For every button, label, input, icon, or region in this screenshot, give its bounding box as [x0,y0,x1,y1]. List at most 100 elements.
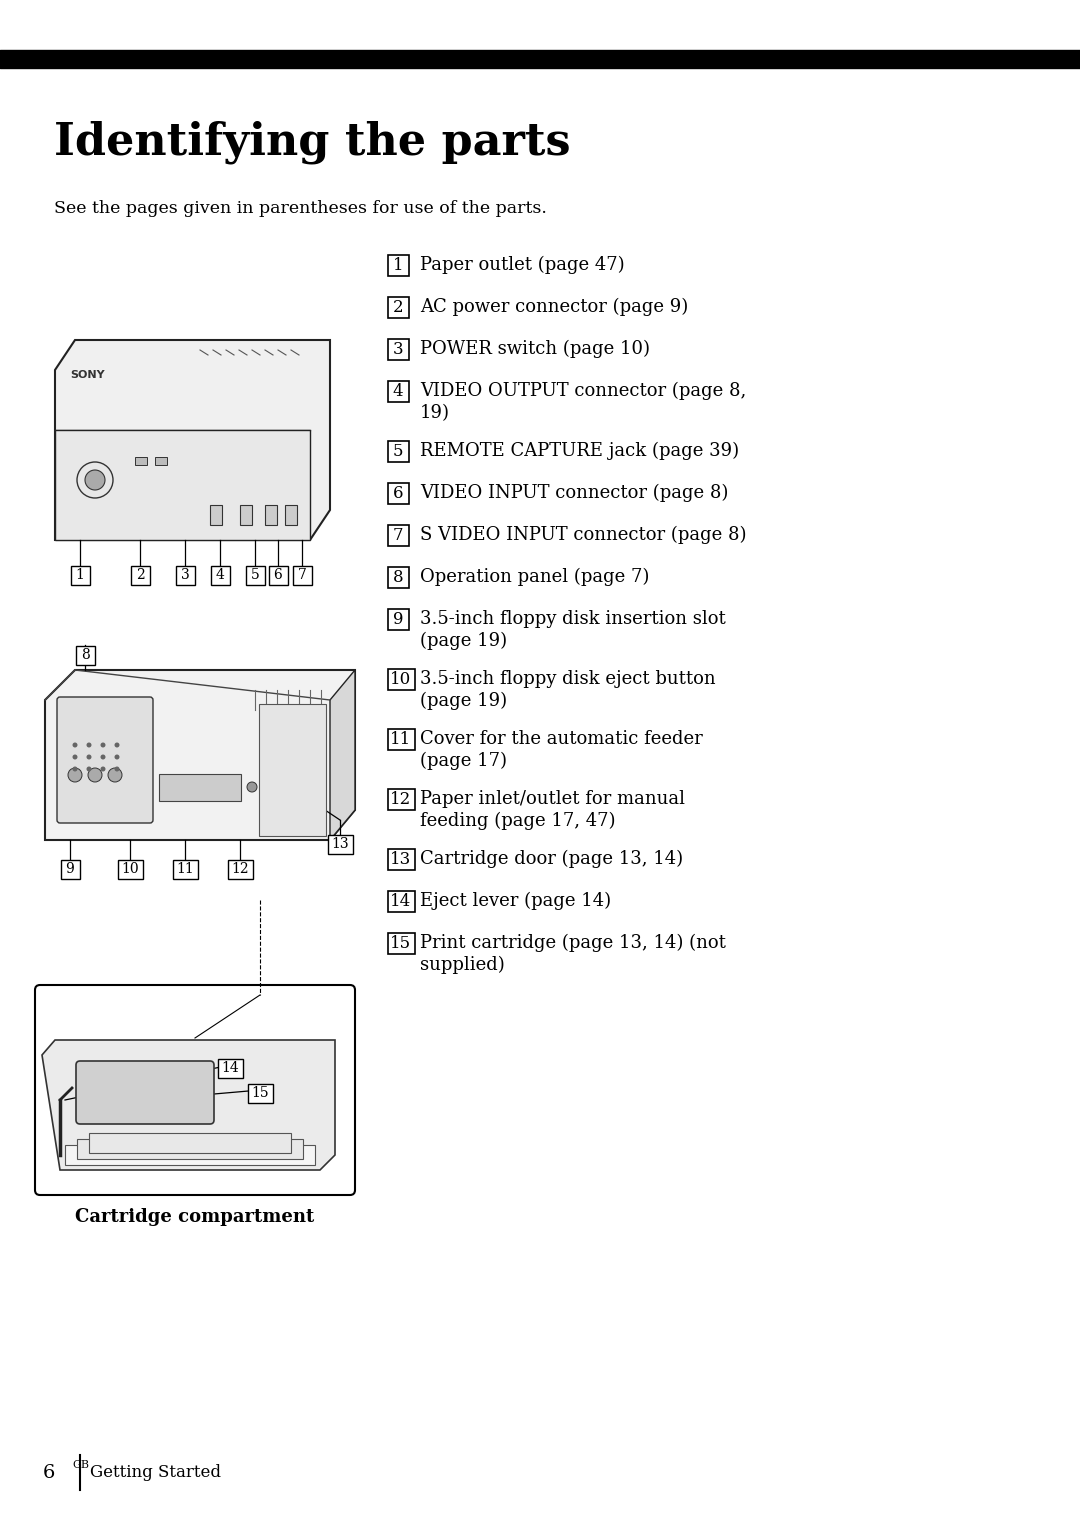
Text: supplied): supplied) [420,956,504,974]
Bar [240,505,252,524]
FancyBboxPatch shape [131,566,149,584]
Text: feeding (page 17, 47): feeding (page 17, 47) [420,812,616,830]
FancyBboxPatch shape [327,835,352,853]
FancyBboxPatch shape [388,254,408,275]
FancyBboxPatch shape [388,297,408,318]
Text: 11: 11 [176,862,194,876]
FancyBboxPatch shape [388,567,408,587]
Circle shape [86,766,92,772]
Text: Operation panel (page 7): Operation panel (page 7) [420,567,649,586]
Text: Eject lever (page 14): Eject lever (page 14) [420,891,611,910]
FancyBboxPatch shape [388,338,408,359]
Text: 6: 6 [393,485,403,502]
Bar [135,457,147,465]
Text: S VIDEO INPUT connector (page 8): S VIDEO INPUT connector (page 8) [420,526,746,544]
FancyBboxPatch shape [76,1061,214,1124]
Text: 10: 10 [390,671,411,688]
Text: 3: 3 [393,341,403,358]
Bar [210,505,222,524]
Text: 1: 1 [76,567,84,583]
FancyBboxPatch shape [293,566,311,584]
Text: POWER switch (page 10): POWER switch (page 10) [420,339,650,358]
FancyBboxPatch shape [175,566,194,584]
Circle shape [85,469,105,489]
Text: 6: 6 [273,567,282,583]
FancyBboxPatch shape [60,859,80,879]
Text: 2: 2 [136,567,145,583]
FancyBboxPatch shape [245,566,265,584]
FancyBboxPatch shape [211,566,229,584]
Text: Print cartridge (page 13, 14) (not: Print cartridge (page 13, 14) (not [420,934,726,953]
Text: 9: 9 [66,862,75,876]
Text: Cartridge compartment: Cartridge compartment [76,1208,314,1226]
Text: Paper inlet/outlet for manual: Paper inlet/outlet for manual [420,790,685,807]
Text: SONY: SONY [70,370,105,381]
Text: 4: 4 [393,382,403,399]
Text: VIDEO INPUT connector (page 8): VIDEO INPUT connector (page 8) [420,483,728,502]
FancyBboxPatch shape [388,890,415,911]
Circle shape [100,743,106,748]
Polygon shape [45,670,355,839]
Text: (page 17): (page 17) [420,752,507,771]
FancyBboxPatch shape [228,859,253,879]
Text: 19): 19) [420,404,450,422]
Text: 7: 7 [393,526,403,543]
FancyBboxPatch shape [388,483,408,503]
FancyBboxPatch shape [173,859,198,879]
Bar [156,457,167,465]
Text: 11: 11 [390,731,411,748]
Text: Cartridge door (page 13, 14): Cartridge door (page 13, 14) [420,850,684,868]
Circle shape [72,766,78,772]
Text: 5: 5 [393,442,403,460]
FancyBboxPatch shape [70,566,90,584]
Text: 10: 10 [121,862,139,876]
Circle shape [114,754,120,760]
Text: 5: 5 [251,567,259,583]
FancyBboxPatch shape [76,645,95,665]
Text: 3.5-inch floppy disk insertion slot: 3.5-inch floppy disk insertion slot [420,610,726,628]
Text: See the pages given in parentheses for use of the parts.: See the pages given in parentheses for u… [54,200,546,217]
Text: (page 19): (page 19) [420,693,508,709]
FancyBboxPatch shape [388,524,408,546]
Circle shape [108,768,122,781]
Text: 15: 15 [391,934,411,951]
Text: 13: 13 [390,850,411,867]
Circle shape [86,754,92,760]
Text: 15: 15 [252,1086,269,1099]
Text: Cover for the automatic feeder: Cover for the automatic feeder [420,729,703,748]
Polygon shape [89,1133,291,1153]
Circle shape [86,743,92,748]
Text: 14: 14 [390,893,411,910]
Text: AC power connector (page 9): AC power connector (page 9) [420,298,688,317]
Text: GB: GB [72,1460,89,1469]
FancyBboxPatch shape [118,859,143,879]
FancyBboxPatch shape [247,1084,272,1102]
Circle shape [247,781,257,792]
Circle shape [100,754,106,760]
Circle shape [68,768,82,781]
Text: 12: 12 [231,862,248,876]
FancyBboxPatch shape [388,381,408,402]
FancyBboxPatch shape [388,668,415,690]
FancyBboxPatch shape [259,703,326,836]
Text: 1: 1 [393,257,403,274]
Text: 13: 13 [332,836,349,852]
Circle shape [100,766,106,772]
Text: 7: 7 [298,567,307,583]
FancyBboxPatch shape [159,774,241,801]
Polygon shape [65,1145,315,1165]
FancyBboxPatch shape [388,440,408,462]
Text: 2: 2 [393,298,403,315]
FancyBboxPatch shape [388,609,408,630]
Text: 3: 3 [180,567,189,583]
Bar [265,505,276,524]
Polygon shape [42,1040,335,1170]
Text: REMOTE CAPTURE jack (page 39): REMOTE CAPTURE jack (page 39) [420,442,739,460]
Polygon shape [55,430,310,540]
FancyBboxPatch shape [217,1058,243,1078]
Text: 3.5-inch floppy disk eject button: 3.5-inch floppy disk eject button [420,670,716,688]
Text: 6: 6 [42,1463,55,1482]
Circle shape [87,768,102,781]
FancyBboxPatch shape [388,789,415,809]
Circle shape [72,743,78,748]
